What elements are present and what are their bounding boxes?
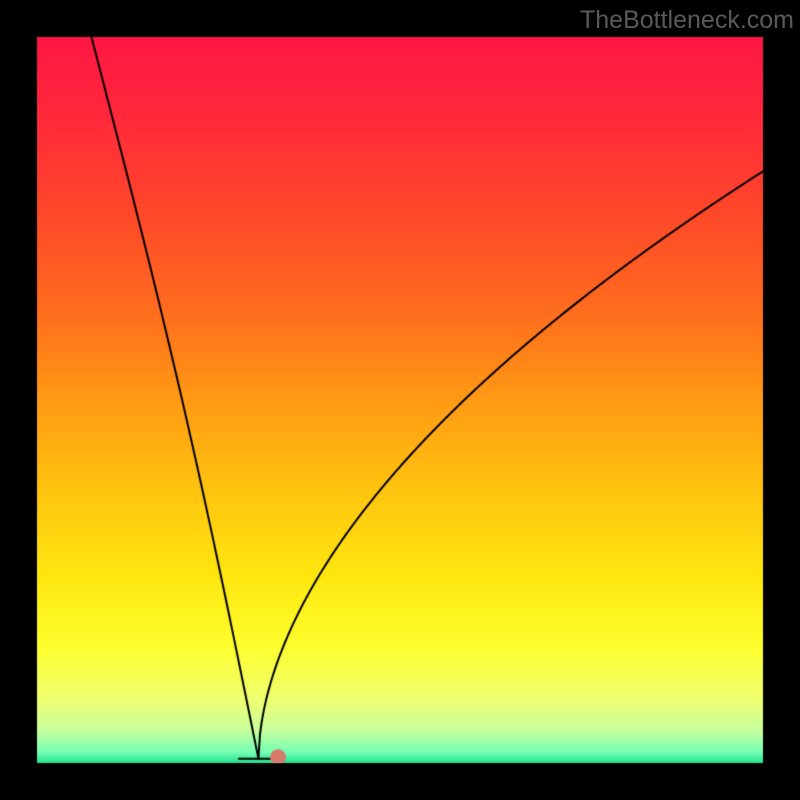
watermark-text: TheBottleneck.com — [580, 6, 794, 35]
plot-curve — [0, 0, 800, 800]
